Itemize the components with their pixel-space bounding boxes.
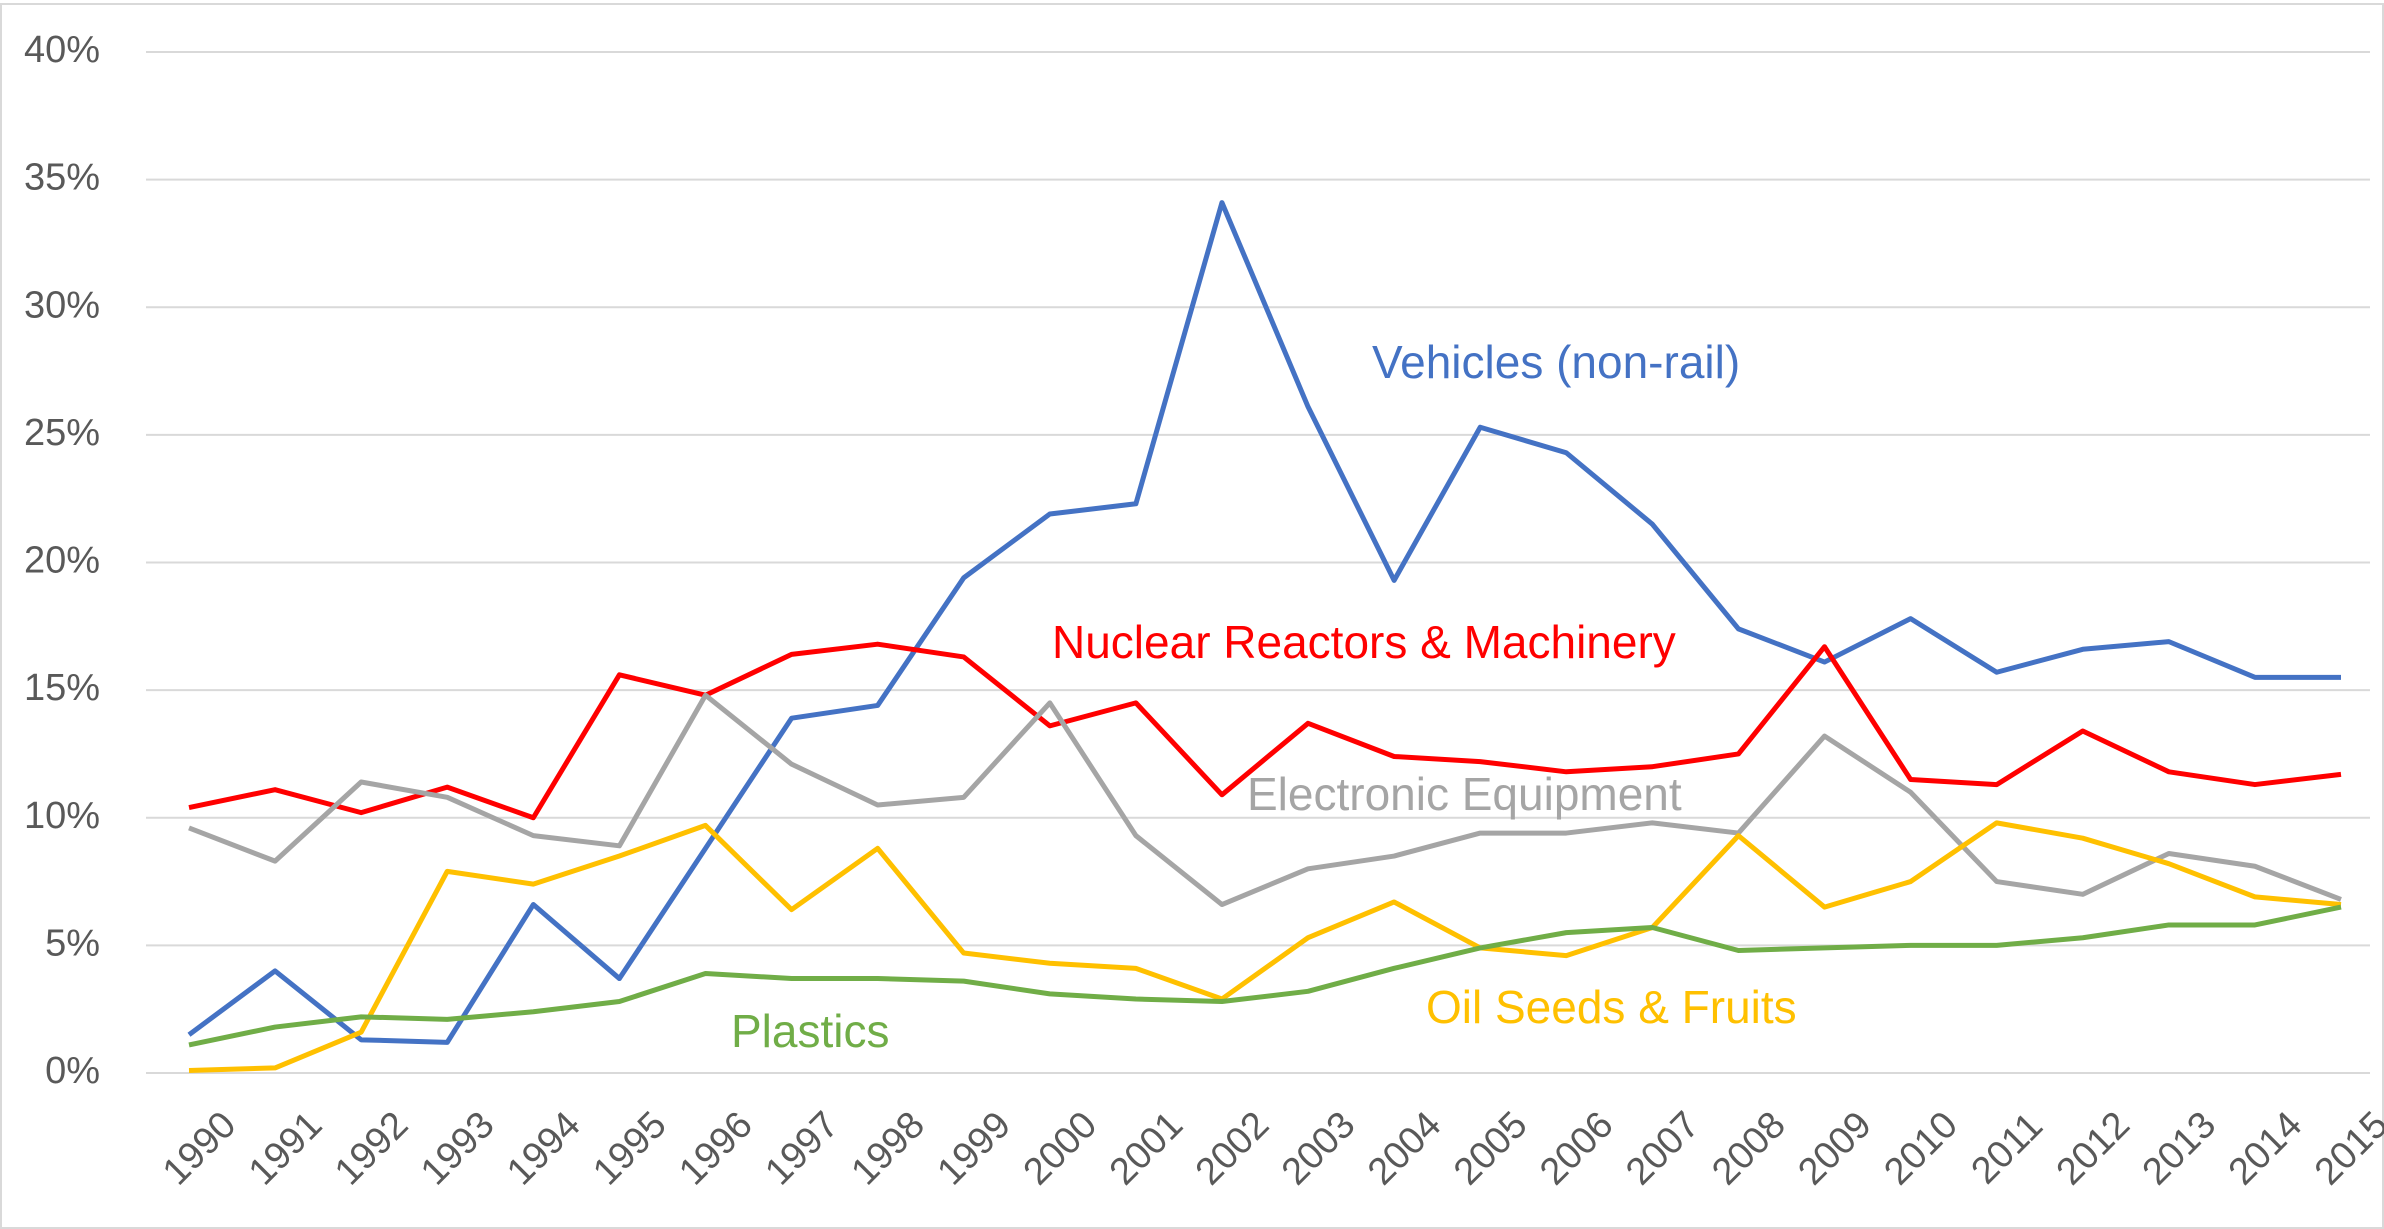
y-tick-label: 25% (24, 412, 100, 454)
x-tick-label: 2012 (2049, 1104, 2138, 1193)
x-tick-label: 2008 (1704, 1104, 1793, 1193)
series-label: Electronic Equipment (1247, 768, 1682, 820)
series-line (188, 692, 2342, 908)
x-tick-label: 1998 (844, 1104, 933, 1193)
y-tick-label: 35% (24, 157, 100, 199)
x-tick-label: 2006 (1532, 1104, 1621, 1193)
x-tick-label: 1991 (241, 1104, 330, 1193)
x-tick-label: 2015 (2307, 1104, 2384, 1193)
y-tick-label: 0% (45, 1050, 100, 1092)
y-tick-label: 30% (24, 284, 100, 326)
x-tick-label: 2004 (1360, 1104, 1449, 1193)
x-tick-label: 2002 (1188, 1104, 1277, 1193)
x-tick-label: 2005 (1446, 1104, 1535, 1193)
x-tick-label: 2010 (1876, 1104, 1965, 1193)
series-line (188, 904, 2342, 1048)
x-tick-label: 2000 (1016, 1104, 1105, 1193)
series-line (187, 200, 2341, 1045)
x-tick-label: 2013 (2135, 1104, 2224, 1193)
x-tick-label: 1992 (327, 1104, 416, 1193)
x-tick-label: 2001 (1102, 1104, 1191, 1193)
x-tick-label: 2007 (1618, 1104, 1707, 1193)
x-tick-label: 1994 (499, 1104, 588, 1193)
y-tick-label: 40% (24, 29, 100, 71)
y-tick-label: 5% (45, 922, 100, 964)
series-label: Nuclear Reactors & Machinery (1052, 616, 1676, 668)
x-tick-label: 1990 (155, 1104, 244, 1193)
series-label: Plastics (731, 1005, 889, 1057)
y-tick-label: 15% (24, 667, 100, 709)
x-tick-label: 2009 (1790, 1104, 1879, 1193)
series-line (188, 820, 2342, 1073)
x-tick-label: 1995 (585, 1104, 674, 1193)
series-label: Oil Seeds & Fruits (1426, 981, 1797, 1033)
x-tick-label: 2011 (1964, 1105, 2051, 1192)
x-tick-label: 1993 (413, 1104, 502, 1193)
chart-border (0, 3, 2384, 1229)
x-tick-label: 2003 (1274, 1104, 1363, 1193)
x-tick-label: 2014 (2221, 1104, 2310, 1193)
y-tick-label: 20% (24, 540, 100, 582)
x-tick-label: 1997 (757, 1104, 846, 1193)
series-label: Vehicles (non-rail) (1372, 336, 1740, 388)
x-tick-label: 1996 (671, 1104, 760, 1193)
series-line (188, 641, 2342, 821)
y-tick-label: 10% (24, 795, 100, 837)
x-tick-label: 1999 (930, 1104, 1019, 1193)
